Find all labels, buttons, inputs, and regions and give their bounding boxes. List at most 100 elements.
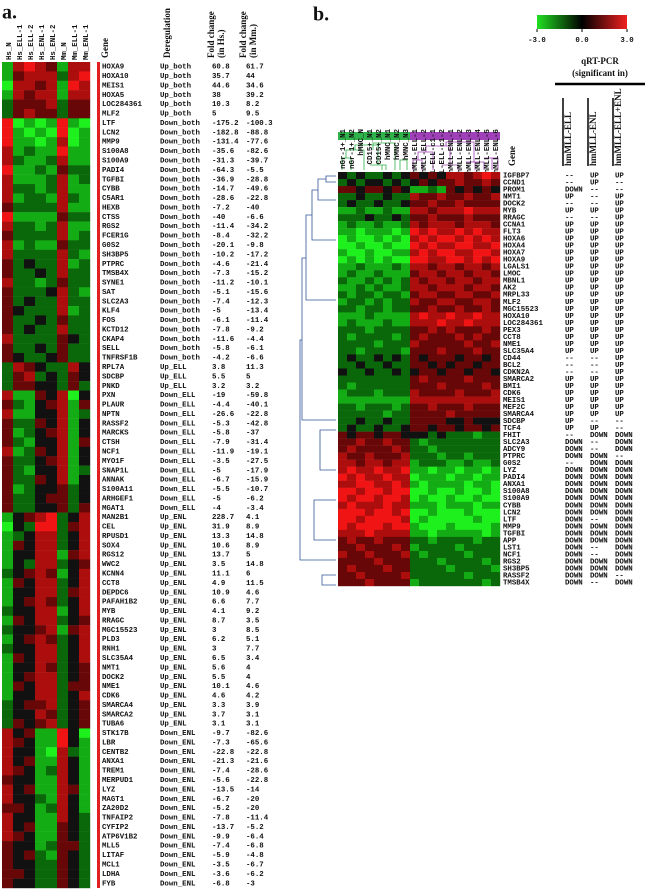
heatmap-cell xyxy=(35,62,47,72)
fold-change-mm: -6.4 xyxy=(246,833,264,841)
heatmap-cell xyxy=(68,709,80,720)
heatmap-cell xyxy=(410,305,420,313)
gene: CCNA1 xyxy=(503,222,526,230)
heatmap-cell xyxy=(68,503,80,513)
heatmap-cell xyxy=(35,127,47,138)
heatmap-cell xyxy=(338,536,348,545)
gene: DEPDC6 xyxy=(102,589,129,597)
heatmap-cell xyxy=(57,362,69,372)
heatmap-cell xyxy=(24,550,36,560)
heatmap-cell xyxy=(35,80,47,91)
heatmap-cell xyxy=(46,165,58,175)
heatmap-cell xyxy=(410,501,420,510)
heatmap-cell xyxy=(446,578,456,587)
heatmap-cell xyxy=(419,361,429,369)
heatmap-cell xyxy=(2,437,14,448)
heatmap-cell xyxy=(35,343,47,354)
heatmap-cell xyxy=(464,368,474,376)
heatmap-cell xyxy=(464,340,474,348)
heatmap-cell xyxy=(464,480,474,488)
gene: MARCKS xyxy=(102,430,129,438)
heatmap-cell xyxy=(57,812,69,823)
heatmap-cell xyxy=(79,878,91,889)
heatmap-cell xyxy=(347,487,357,495)
heatmap-cell xyxy=(374,235,384,243)
heatmap-cell xyxy=(24,493,36,504)
pcr-result: -- xyxy=(590,369,599,377)
heatmap-cell xyxy=(347,417,357,425)
gene: AK2 xyxy=(503,285,516,293)
heatmap-cell xyxy=(2,597,14,607)
heatmap-cell xyxy=(13,568,25,579)
fold-change-hs: -175.2 xyxy=(212,120,239,128)
heatmap-cell xyxy=(428,459,438,467)
heatmap-cell xyxy=(2,700,14,710)
heatmap-cell xyxy=(455,207,465,215)
heatmap-cell xyxy=(464,424,474,432)
pcr-result: UP xyxy=(615,299,624,307)
gene: LBR xyxy=(102,739,116,747)
heatmap-cell xyxy=(446,200,456,208)
heatmap-cell xyxy=(79,606,91,616)
pcr-result: DOWN xyxy=(590,495,608,503)
heatmap-cell xyxy=(35,540,47,551)
heatmap-cell xyxy=(57,728,69,739)
heatmap-cell xyxy=(13,446,25,457)
heatmap-cell xyxy=(57,90,69,100)
heatmap-cell xyxy=(347,536,357,545)
heatmap-cell xyxy=(13,202,25,213)
heatmap-cell xyxy=(338,375,348,383)
heatmap-cell xyxy=(401,347,411,355)
heatmap-cell xyxy=(374,354,384,362)
heatmap-cell xyxy=(455,494,465,502)
heatmap-cell xyxy=(437,193,447,201)
pcr-result: DOWN xyxy=(565,467,583,475)
heatmap-cell xyxy=(347,172,357,180)
heatmap-cell xyxy=(13,409,25,419)
heatmap-cell xyxy=(68,859,80,870)
heatmap-cell xyxy=(455,403,465,411)
heatmap-cell xyxy=(79,503,91,513)
heatmap-cell xyxy=(68,99,80,110)
heatmap-cell xyxy=(482,438,492,446)
heatmap-cell xyxy=(374,550,384,559)
heatmap-cell xyxy=(392,501,402,510)
heatmap-cell xyxy=(13,625,25,635)
gene: FCER1G xyxy=(102,233,129,241)
heatmap-cell xyxy=(13,381,25,391)
heatmap-cell xyxy=(24,165,36,175)
heatmap-cell xyxy=(392,200,402,208)
heatmap-cell xyxy=(57,221,69,232)
column-label: nGr-1+_N1 xyxy=(340,128,348,168)
heatmap-cell xyxy=(2,127,14,138)
gene: CCT8 xyxy=(503,334,521,342)
heatmap-cell xyxy=(356,228,366,236)
heatmap-cell xyxy=(455,501,465,510)
heatmap-cell xyxy=(419,550,429,559)
pcr-result: UP xyxy=(590,425,599,433)
deregulation: Down_ELL xyxy=(160,402,196,410)
heatmap-cell xyxy=(383,501,393,510)
heatmap-cell xyxy=(46,737,58,748)
deregulation: Up_ELL xyxy=(160,373,187,381)
gene: S100A9 xyxy=(102,158,129,166)
heatmap-cell xyxy=(13,399,25,410)
heatmap-cell xyxy=(473,221,483,229)
heatmap-cell xyxy=(491,445,501,453)
heatmap-cell xyxy=(428,522,438,531)
heatmap-cell xyxy=(428,249,438,257)
pcr-result: UP xyxy=(590,278,599,286)
heatmap-cell xyxy=(79,174,91,185)
heatmap-cell xyxy=(428,263,438,271)
heatmap-cell xyxy=(347,186,357,194)
deregulation: Up_both xyxy=(160,111,191,119)
heatmap-cell xyxy=(2,230,14,241)
heatmap-cell xyxy=(473,396,483,404)
fold-change-hs: 10.9 xyxy=(212,589,230,597)
heatmap-cell xyxy=(79,634,91,645)
heatmap-cell xyxy=(401,438,411,446)
heatmap-cell xyxy=(2,390,14,401)
heatmap-cell xyxy=(68,521,80,532)
heatmap-cell xyxy=(13,503,25,513)
deregulation: Up_ENL xyxy=(160,674,187,682)
